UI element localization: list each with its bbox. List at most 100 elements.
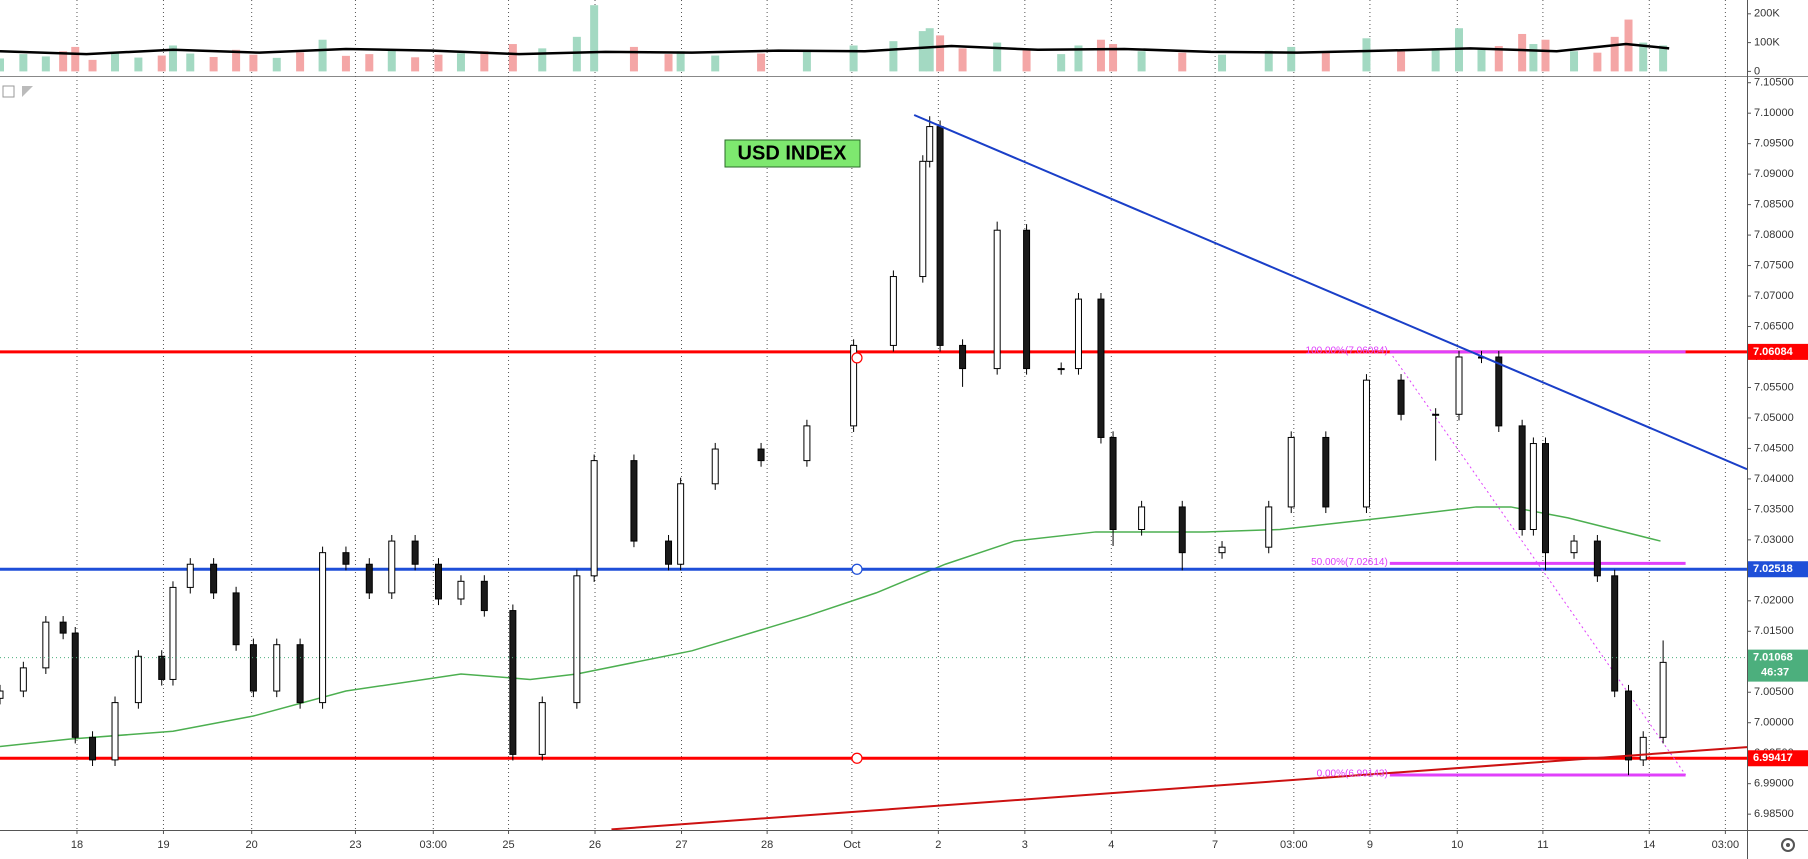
volume-bar — [59, 51, 68, 72]
y-tick-label: 7.05000 — [1754, 412, 1794, 424]
candle-body — [509, 610, 517, 755]
volume-bar — [387, 50, 396, 72]
candle-body — [1397, 379, 1405, 415]
candle-body — [1518, 425, 1526, 530]
volume-bar — [480, 51, 489, 72]
candle-body — [665, 540, 673, 565]
candle-body — [1178, 506, 1186, 554]
volume-bar — [538, 48, 547, 72]
volume-tick-label: 100K — [1754, 37, 1780, 49]
candle-body — [232, 592, 240, 646]
candle-body — [342, 552, 350, 565]
y-tick-label: 7.09000 — [1754, 168, 1794, 180]
volume-bar — [925, 28, 934, 72]
volume-bar — [918, 31, 927, 72]
trendline — [913, 114, 1747, 471]
volume-bar — [958, 48, 967, 72]
volume-bar — [134, 57, 143, 72]
y-tick-label: 6.99000 — [1754, 778, 1794, 790]
candle-body — [1611, 575, 1619, 692]
candle-body — [1432, 413, 1440, 416]
volume-bar — [1477, 49, 1486, 72]
x-tick-label: 10 — [1451, 839, 1463, 851]
volume-bar — [318, 39, 327, 72]
candle-body — [1097, 298, 1105, 438]
candle-body — [1362, 379, 1370, 508]
candle-body — [1529, 443, 1537, 530]
alert-icon — [851, 352, 863, 364]
volume-bar — [993, 42, 1002, 72]
volume-bar — [168, 45, 177, 72]
candle-body — [273, 644, 281, 692]
x-tick-label: 14 — [1643, 839, 1655, 851]
toolbar-icon[interactable] — [2, 85, 15, 98]
candle-body — [711, 448, 719, 485]
candle-body — [538, 702, 546, 755]
volume-bar — [936, 35, 945, 72]
alert-icon — [851, 563, 863, 575]
x-tick-label: 19 — [157, 839, 169, 851]
y-tick-label: 7.06500 — [1754, 320, 1794, 332]
volume-bar — [889, 41, 898, 72]
candle-body — [630, 460, 638, 542]
candle-body — [1074, 298, 1082, 370]
x-tick-label: 9 — [1367, 839, 1373, 851]
volume-bar — [1518, 33, 1527, 72]
fib-label: 0.00%(6.99143) — [1317, 769, 1388, 780]
price-pane — [0, 114, 1747, 830]
candle-body — [1593, 540, 1601, 577]
candle-body — [1322, 436, 1330, 508]
y-tick-label: 7.00500 — [1754, 686, 1794, 698]
x-tick-label: 11 — [1537, 839, 1548, 851]
y-tick-label: 7.07500 — [1754, 259, 1794, 271]
y-tick-label: 7.02000 — [1754, 595, 1794, 607]
y-tick-label: 7.05500 — [1754, 381, 1794, 393]
y-tick-label: 7.03500 — [1754, 503, 1794, 515]
toolbar-icon[interactable] — [22, 86, 33, 97]
x-tick-label: Oct — [843, 839, 860, 851]
candle-body — [1265, 506, 1273, 548]
y-tick-label: 7.08000 — [1754, 229, 1794, 241]
candle-body — [42, 621, 50, 669]
candle-body — [249, 644, 257, 692]
candle-body — [434, 563, 442, 600]
candle-body — [457, 580, 465, 600]
candle-body — [1218, 546, 1226, 554]
y-tick-label: 7.04500 — [1754, 442, 1794, 454]
candle-body — [296, 644, 304, 704]
volume-bar — [757, 53, 766, 72]
candle-body — [926, 126, 934, 162]
x-tick-label: 26 — [589, 839, 601, 851]
volume-bar — [1541, 39, 1550, 72]
volume-bar — [88, 59, 97, 72]
volume-bar — [157, 55, 166, 72]
volume-bar — [664, 54, 673, 72]
candle-body — [573, 575, 581, 704]
settings-icon[interactable] — [1781, 838, 1795, 852]
volume-bar — [1529, 44, 1538, 72]
candle-body — [134, 655, 142, 704]
volume-bar — [1570, 51, 1579, 72]
volume-bar — [1494, 46, 1503, 72]
fib-label: 100.00%(7.06084) — [1306, 346, 1388, 357]
x-tick-label: 25 — [502, 839, 514, 851]
candle-body — [111, 702, 119, 761]
y-tick-label: 7.01500 — [1754, 625, 1794, 637]
candle-body — [319, 552, 327, 704]
volume-bar — [1057, 54, 1066, 72]
candle-body — [210, 563, 218, 594]
candle-body — [1639, 736, 1647, 761]
y-tick-label: 7.10000 — [1754, 107, 1794, 119]
candle-body — [889, 276, 897, 346]
y-tick-label: 7.07000 — [1754, 290, 1794, 302]
volume-bar — [711, 55, 720, 72]
volume-bar — [249, 54, 258, 72]
candle-body — [186, 563, 194, 588]
candle-body — [1455, 356, 1463, 415]
volume-bar — [1659, 45, 1668, 72]
overlay: 18 19 20 23 03:00 25 26 27 28 Oct 2 3 4 7 03:00 9 10 11 14… — [71, 8, 1808, 851]
volume-bar — [186, 53, 195, 72]
volume-bar — [272, 57, 281, 72]
